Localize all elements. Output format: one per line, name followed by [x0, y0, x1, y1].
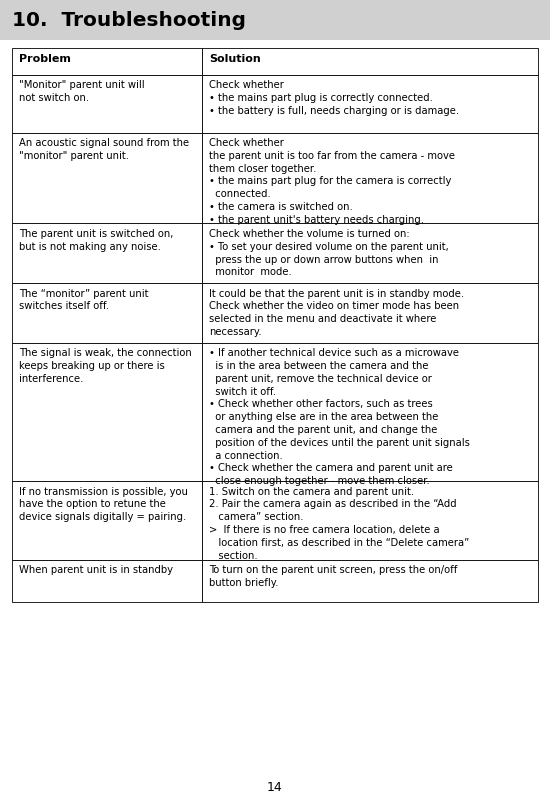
- Text: 1. Switch on the camera and parent unit.
2. Pair the camera again as described i: 1. Switch on the camera and parent unit.…: [210, 486, 470, 560]
- Bar: [12, 48, 202, 75]
- Bar: [202, 133, 538, 224]
- Bar: [12, 133, 202, 224]
- Text: "Monitor" parent unit will 
not switch on.: "Monitor" parent unit will not switch on…: [19, 80, 147, 103]
- Text: When parent unit is in standby: When parent unit is in standby: [19, 565, 173, 576]
- Text: To turn on the parent unit screen, press the on/off
button briefly.: To turn on the parent unit screen, press…: [210, 565, 458, 588]
- Bar: [0, 0, 550, 40]
- Text: The parent unit is switched on, 
but is not making any noise.: The parent unit is switched on, but is n…: [19, 229, 177, 252]
- Bar: [202, 283, 538, 343]
- Bar: [202, 224, 538, 283]
- Bar: [12, 343, 202, 481]
- Bar: [202, 75, 538, 133]
- Text: • If another technical device such as a microwave
  is in the area between the c: • If another technical device such as a …: [210, 348, 470, 486]
- Text: Solution: Solution: [210, 53, 261, 64]
- Text: If no transmission is possible, you 
have the option to retune the 
device signa: If no transmission is possible, you have…: [19, 486, 191, 522]
- Bar: [12, 481, 202, 560]
- Text: 14: 14: [267, 781, 283, 794]
- Text: The signal is weak, the connection 
keeps breaking up or there is 
interference.: The signal is weak, the connection keeps…: [19, 348, 195, 384]
- Bar: [12, 224, 202, 283]
- Text: Check whether
the parent unit is too far from the camera - move
them closer toge: Check whether the parent unit is too far…: [210, 138, 455, 225]
- Text: The “monitor” parent unit 
switches itself off.: The “monitor” parent unit switches itsel…: [19, 288, 151, 312]
- Bar: [12, 75, 202, 133]
- Bar: [12, 283, 202, 343]
- Text: An acoustic signal sound from the 
"monitor" parent unit.: An acoustic signal sound from the "monit…: [19, 138, 192, 161]
- Text: It could be that the parent unit is in standby mode.
Check whether the video on : It could be that the parent unit is in s…: [210, 288, 465, 337]
- Text: 10.  Troubleshooting: 10. Troubleshooting: [12, 10, 246, 30]
- Text: Problem: Problem: [19, 53, 70, 64]
- Bar: [12, 560, 202, 602]
- Text: Check whether the volume is turned on:
• To set your desired volume on the paren: Check whether the volume is turned on: •…: [210, 229, 449, 278]
- Bar: [202, 48, 538, 75]
- Bar: [202, 560, 538, 602]
- Text: Check whether
• the mains part plug is correctly connected.
• the battery is ful: Check whether • the mains part plug is c…: [210, 80, 459, 116]
- Bar: [202, 343, 538, 481]
- Bar: [202, 481, 538, 560]
